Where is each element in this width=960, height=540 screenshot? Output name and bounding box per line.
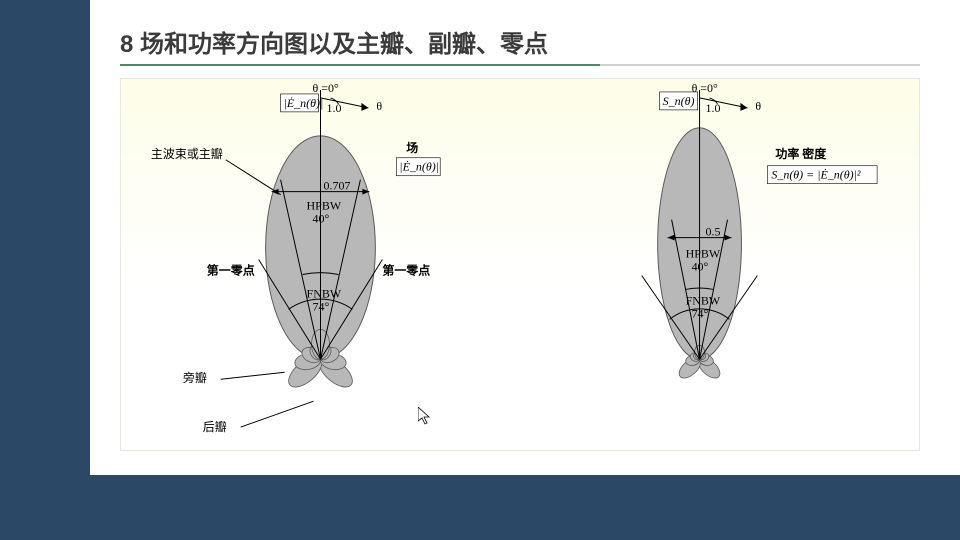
hpbw-value: 40° [313,212,330,226]
cursor-icon [418,407,432,425]
figure-area: θ =0° θ 1.0 0.707 |Ė_n(θ)| 场 |Ė_n(θ)| HP… [120,78,920,451]
field-formula-box: |Ė_n(θ)| [396,158,440,176]
main-lobe-label: 主波束或主瓣 [151,147,223,161]
half-value-label: 0.707 [323,179,350,193]
peak-value-label: 1.0 [706,101,721,115]
slide: 8 场和功率方向图以及主瓣、副瓣、零点 [90,0,960,475]
svg-text:S_n(θ): S_n(θ) [663,94,695,108]
hpbw-label: HPBW [686,247,721,261]
hpbw-label: HPBW [307,199,342,213]
svg-text:S_n(θ) = |Ė_n(θ)|²: S_n(θ) = |Ė_n(θ)|² [771,168,861,182]
fnbw-value: 74° [692,306,709,320]
fnbw-value: 74° [313,299,330,313]
fnbw-label: FNBW [307,286,342,300]
svg-text:|Ė_n(θ)|: |Ė_n(θ)| [399,160,439,174]
back-lobe-label: 后瓣 [203,420,227,434]
side-lobe-callout [221,372,285,379]
field-pattern-diagram: θ =0° θ 1.0 0.707 |Ė_n(θ)| 场 |Ė_n(θ)| HP… [121,79,520,450]
title-rule [120,64,920,66]
side-lobe-label: 旁瓣 [183,370,207,385]
theta-axis-label: θ [376,99,382,113]
y-axis-label-box: |Ė_n(θ)| [281,94,324,112]
field-pattern-panel: θ =0° θ 1.0 0.707 |Ė_n(θ)| 场 |Ė_n(θ)| HP… [121,79,520,450]
theta-axis-label: θ [755,99,761,113]
peak-value-label: 1.0 [326,101,341,115]
y-axis-label-box: S_n(θ) [660,92,698,110]
fnbw-label: FNBW [686,293,721,307]
power-formula-box: S_n(θ) = |Ė_n(θ)|² [767,166,877,184]
power-pattern-diagram: θ =0° θ 1.0 0.5 S_n(θ) 功率 密度 S_n(θ) = |Ė… [520,79,919,450]
slide-title: 8 场和功率方向图以及主瓣、副瓣、零点 [120,24,548,59]
first-null-left-label: 第一零点 [207,262,255,277]
main-lobe-callout [226,160,281,195]
power-pattern-panel: θ =0° θ 1.0 0.5 S_n(θ) 功率 密度 S_n(θ) = |Ė… [520,79,919,450]
hpbw-value: 40° [692,259,709,273]
theta-zero-label: θ =0° [313,81,339,95]
field-title: 场 [406,141,418,155]
half-value-label: 0.5 [706,225,721,239]
svg-text:|Ė_n(θ)|: |Ė_n(θ)| [284,96,324,110]
power-title: 功率 密度 [775,146,826,161]
back-lobe-callout [241,401,314,427]
first-null-right-label: 第一零点 [382,262,430,277]
